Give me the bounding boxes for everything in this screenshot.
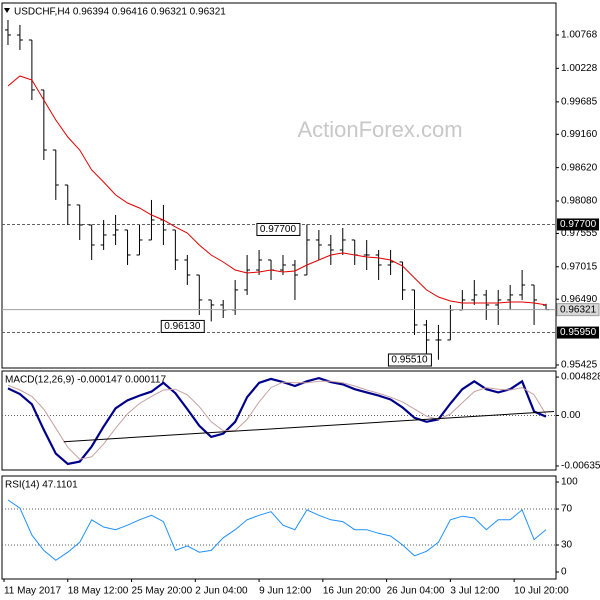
annotation-label: 0.95510 bbox=[391, 355, 428, 366]
x-tick-label: 3 Jul 12:00 bbox=[450, 586, 499, 597]
indicator-line bbox=[7, 380, 547, 460]
y-tick-label: -0.006352 bbox=[561, 461, 600, 472]
moving-average bbox=[7, 75, 547, 306]
y-tick-label: 0.99685 bbox=[561, 97, 598, 108]
watermark: ActionForex.com bbox=[297, 117, 462, 142]
y-tick-label: 0.97015 bbox=[561, 261, 598, 272]
y-tick-label: 0 bbox=[561, 567, 567, 578]
y-tick-label: 1.00768 bbox=[561, 30, 598, 41]
last-price-box bbox=[556, 303, 600, 317]
x-tick-label: 16 Jun 20:00 bbox=[323, 586, 381, 597]
y-tick-label: 100 bbox=[561, 477, 578, 488]
x-tick-label: 9 Jun 12:00 bbox=[259, 586, 312, 597]
panel-frame bbox=[1, 370, 557, 471]
trendline bbox=[63, 410, 555, 443]
annotation-box bbox=[387, 353, 432, 367]
panel-title: RSI(14) 47.1101 bbox=[5, 480, 78, 491]
x-tick-label: 26 Jun 04:00 bbox=[387, 586, 445, 597]
y-tick-label: 0.00 bbox=[561, 410, 581, 421]
panel-title: USDCHF,H4 0.96394 0.96416 0.96321 0.9632… bbox=[14, 7, 226, 18]
y-tick-label: 0.95425 bbox=[561, 360, 598, 371]
annotation-label: 0.96130 bbox=[164, 321, 201, 332]
x-tick-label: 10 Jul 20:00 bbox=[514, 586, 569, 597]
annotation-label: 0.97700 bbox=[260, 224, 297, 235]
panel-frame bbox=[1, 475, 557, 580]
y-tick-label: 0.98620 bbox=[561, 162, 598, 173]
level-label: 0.97700 bbox=[560, 219, 597, 230]
annotation-box bbox=[256, 222, 301, 236]
y-tick-label: 1.00228 bbox=[561, 63, 598, 74]
y-tick-label: 0.98080 bbox=[561, 196, 598, 207]
y-tick-label: 0.004828 bbox=[561, 372, 600, 383]
menu-triangle[interactable] bbox=[4, 8, 10, 13]
level-label-box bbox=[557, 218, 599, 231]
y-tick-label: 70 bbox=[561, 504, 573, 515]
y-tick-label: 0.97555 bbox=[561, 228, 598, 239]
y-tick-label: 30 bbox=[561, 540, 573, 551]
indicator-line bbox=[7, 376, 547, 466]
panel-title: MACD(12,26,9) -0.000147 0.000117 bbox=[5, 375, 166, 386]
indicator-line bbox=[7, 499, 547, 561]
x-tick-label: 11 May 2017 bbox=[4, 586, 62, 597]
y-tick-label: 0.99160 bbox=[561, 129, 598, 140]
level-label: 0.95950 bbox=[560, 327, 597, 338]
x-tick-label: 25 May 20:00 bbox=[132, 586, 193, 597]
x-tick-label: 18 May 12:00 bbox=[68, 586, 129, 597]
y-tick-label: 0.96490 bbox=[561, 294, 598, 305]
annotation-box bbox=[160, 319, 205, 333]
level-label-box bbox=[557, 326, 599, 339]
panel-frame bbox=[1, 2, 557, 369]
x-tick-label: 2 Jun 04:00 bbox=[195, 586, 248, 597]
last-price-label: 0.96321 bbox=[560, 304, 597, 315]
